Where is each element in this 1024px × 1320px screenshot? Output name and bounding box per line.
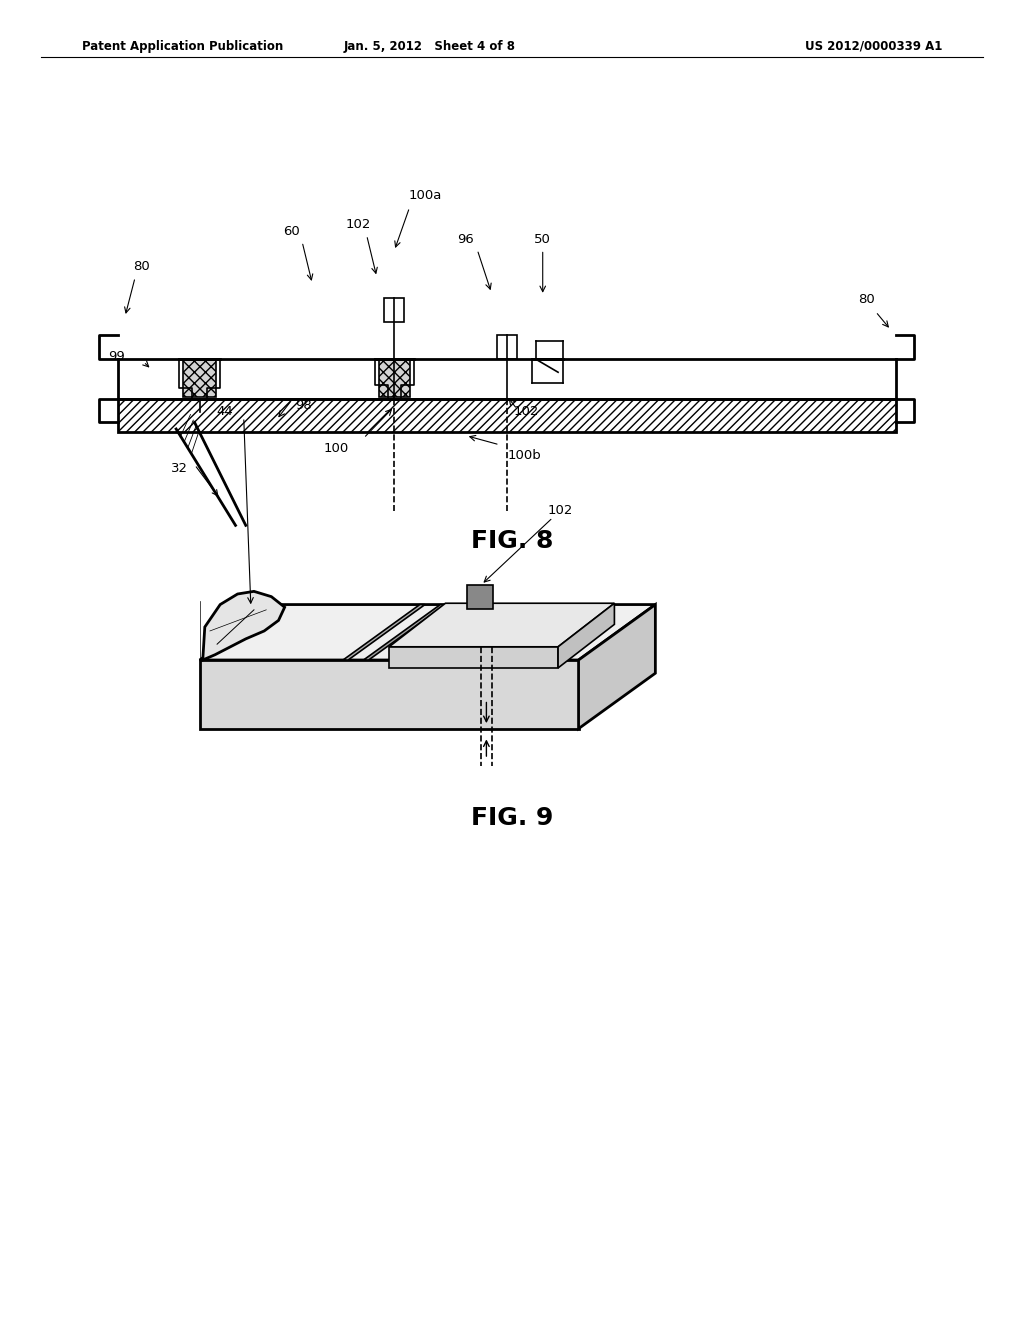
Text: Jan. 5, 2012   Sheet 4 of 8: Jan. 5, 2012 Sheet 4 of 8 bbox=[344, 40, 516, 53]
Bar bbox=[497, 335, 517, 359]
Polygon shape bbox=[389, 603, 614, 647]
Polygon shape bbox=[364, 605, 445, 660]
Text: 44: 44 bbox=[217, 405, 233, 418]
Polygon shape bbox=[389, 647, 558, 668]
Polygon shape bbox=[200, 660, 579, 729]
Bar bbox=[379, 360, 410, 397]
Text: 50: 50 bbox=[535, 232, 551, 246]
Text: 102: 102 bbox=[548, 504, 573, 517]
Text: 99: 99 bbox=[109, 350, 125, 363]
Text: 80: 80 bbox=[858, 293, 874, 306]
Bar bbox=[384, 298, 404, 322]
Text: 100b: 100b bbox=[508, 449, 542, 462]
Polygon shape bbox=[579, 605, 655, 729]
Text: 102: 102 bbox=[346, 218, 371, 231]
Polygon shape bbox=[558, 603, 614, 668]
Text: 100a: 100a bbox=[409, 189, 441, 202]
Polygon shape bbox=[343, 605, 425, 660]
Text: 60: 60 bbox=[284, 224, 300, 238]
Text: 102: 102 bbox=[514, 405, 540, 418]
Text: 80: 80 bbox=[133, 260, 150, 273]
Bar bbox=[183, 360, 216, 397]
Text: Patent Application Publication: Patent Application Publication bbox=[82, 40, 284, 53]
Text: FIG. 8: FIG. 8 bbox=[471, 529, 553, 553]
Polygon shape bbox=[200, 605, 655, 660]
Text: FIG. 9: FIG. 9 bbox=[471, 807, 553, 830]
Text: 100: 100 bbox=[324, 442, 348, 455]
Text: 32: 32 bbox=[171, 462, 187, 475]
Text: 98: 98 bbox=[295, 399, 311, 412]
Text: 96: 96 bbox=[458, 232, 474, 246]
Text: US 2012/0000339 A1: US 2012/0000339 A1 bbox=[805, 40, 942, 53]
Bar bbox=[467, 585, 493, 609]
Polygon shape bbox=[203, 591, 285, 660]
Bar bbox=[118, 399, 896, 432]
